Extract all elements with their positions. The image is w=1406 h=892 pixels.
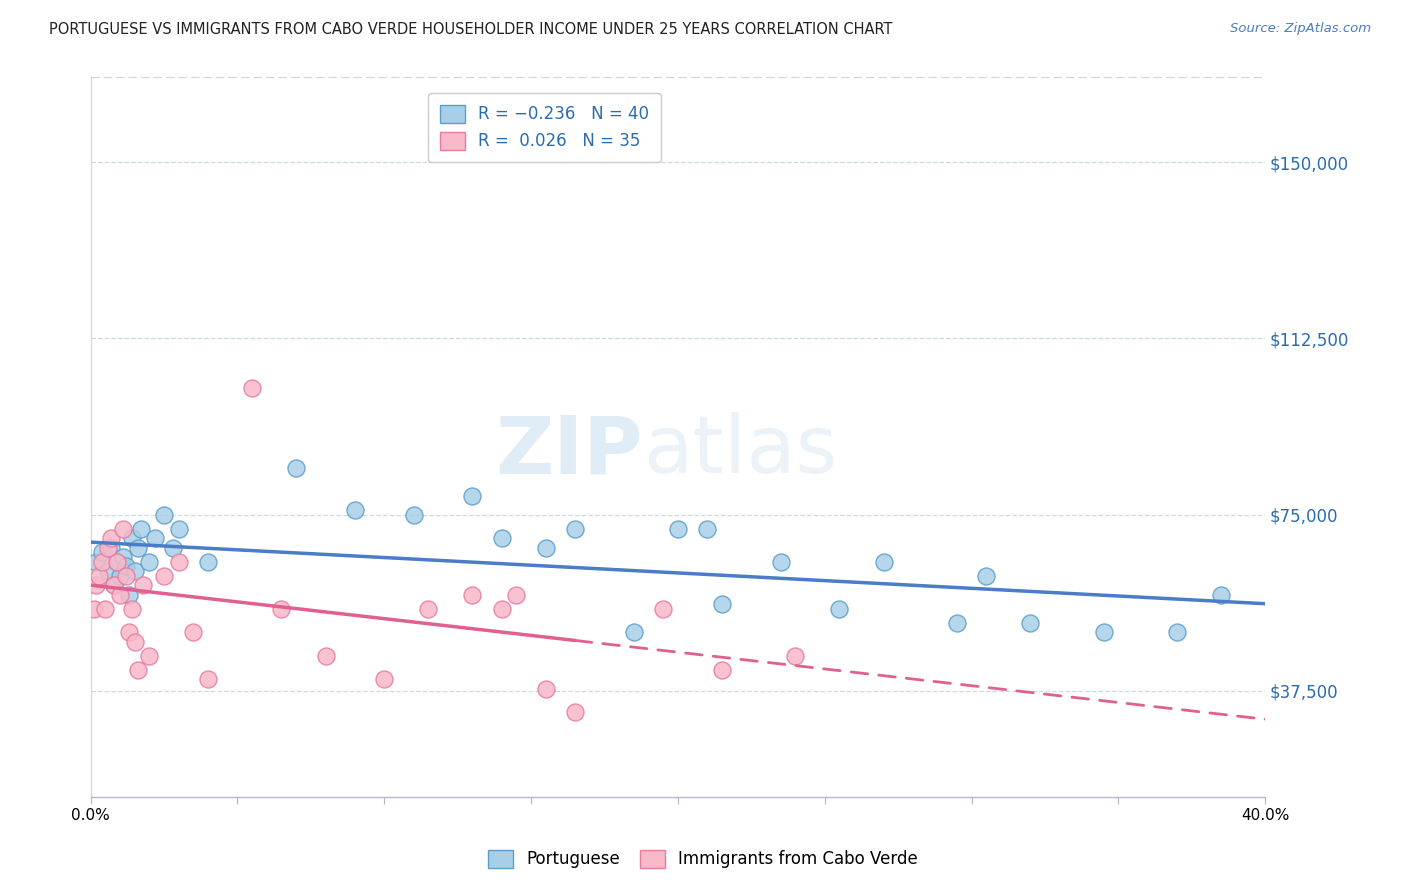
- Legend: R = −0.236   N = 40, R =  0.026   N = 35: R = −0.236 N = 40, R = 0.026 N = 35: [427, 93, 661, 162]
- Point: [534, 681, 557, 696]
- Point: [785, 648, 807, 663]
- Point: [121, 601, 143, 615]
- Point: [86, 578, 108, 592]
- Point: [418, 601, 440, 615]
- Point: [711, 597, 734, 611]
- Point: [83, 601, 105, 615]
- Legend: Portuguese, Immigrants from Cabo Verde: Portuguese, Immigrants from Cabo Verde: [479, 841, 927, 877]
- Point: [138, 555, 160, 569]
- Text: PORTUGUESE VS IMMIGRANTS FROM CABO VERDE HOUSEHOLDER INCOME UNDER 25 YEARS CORRE: PORTUGUESE VS IMMIGRANTS FROM CABO VERDE…: [49, 22, 893, 37]
- Point: [1019, 615, 1042, 630]
- Point: [1211, 588, 1233, 602]
- Point: [111, 549, 134, 564]
- Point: [461, 588, 484, 602]
- Point: [86, 555, 108, 569]
- Point: [118, 625, 141, 640]
- Point: [623, 625, 645, 640]
- Point: [534, 541, 557, 555]
- Point: [183, 625, 205, 640]
- Point: [97, 564, 120, 578]
- Text: Source: ZipAtlas.com: Source: ZipAtlas.com: [1230, 22, 1371, 36]
- Point: [167, 555, 190, 569]
- Point: [167, 522, 190, 536]
- Point: [696, 522, 718, 536]
- Point: [769, 555, 792, 569]
- Point: [115, 559, 138, 574]
- Point: [828, 601, 851, 615]
- Point: [240, 381, 263, 395]
- Point: [100, 541, 122, 555]
- Point: [946, 615, 969, 630]
- Text: ZIP: ZIP: [495, 412, 643, 491]
- Point: [105, 555, 128, 569]
- Point: [491, 601, 513, 615]
- Point: [143, 531, 166, 545]
- Point: [127, 663, 149, 677]
- Point: [108, 568, 131, 582]
- Point: [373, 672, 395, 686]
- Point: [162, 541, 184, 555]
- Point: [111, 522, 134, 536]
- Point: [108, 588, 131, 602]
- Point: [132, 578, 155, 592]
- Point: [127, 541, 149, 555]
- Point: [118, 588, 141, 602]
- Point: [89, 568, 111, 582]
- Point: [124, 634, 146, 648]
- Point: [153, 568, 176, 582]
- Point: [974, 568, 997, 582]
- Point: [103, 578, 125, 592]
- Point: [652, 601, 675, 615]
- Point: [402, 508, 425, 522]
- Point: [711, 663, 734, 677]
- Point: [315, 648, 337, 663]
- Point: [94, 601, 117, 615]
- Point: [103, 578, 125, 592]
- Point: [564, 522, 586, 536]
- Point: [100, 531, 122, 545]
- Point: [97, 541, 120, 555]
- Point: [872, 555, 894, 569]
- Point: [115, 568, 138, 582]
- Point: [153, 508, 176, 522]
- Point: [105, 555, 128, 569]
- Point: [564, 705, 586, 719]
- Point: [666, 522, 689, 536]
- Point: [270, 601, 292, 615]
- Point: [129, 522, 152, 536]
- Text: atlas: atlas: [643, 412, 837, 491]
- Point: [197, 672, 219, 686]
- Point: [1166, 625, 1188, 640]
- Point: [197, 555, 219, 569]
- Point: [285, 460, 308, 475]
- Point: [91, 545, 114, 559]
- Point: [91, 555, 114, 569]
- Point: [1092, 625, 1115, 640]
- Point: [121, 531, 143, 545]
- Point: [138, 648, 160, 663]
- Point: [505, 588, 527, 602]
- Point: [343, 503, 366, 517]
- Point: [124, 564, 146, 578]
- Point: [461, 489, 484, 503]
- Point: [491, 531, 513, 545]
